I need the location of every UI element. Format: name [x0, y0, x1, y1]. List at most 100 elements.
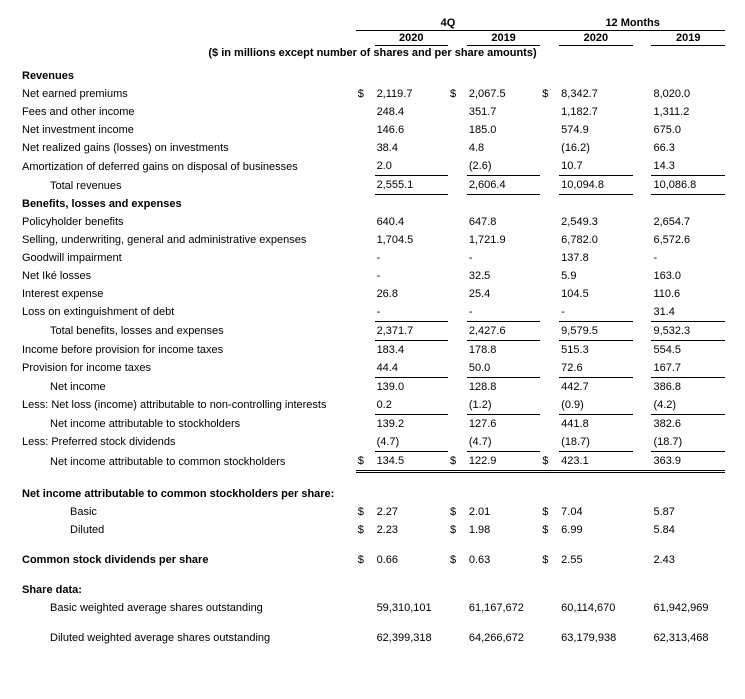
year-header-row: 2020 2019 2020 2019 [20, 31, 725, 46]
revenues-header: Revenues [20, 60, 356, 85]
val: - [559, 303, 632, 322]
label: Common stock dividends per share [20, 551, 356, 569]
header-12m: 12 Months [540, 16, 725, 31]
row-pref: Less: Preferred stock dividends (4.7) (4… [20, 433, 725, 452]
val: 1.98 [467, 521, 540, 539]
val: 574.9 [559, 121, 632, 139]
header-4q: 4Q [356, 16, 541, 31]
share-data-header-row: Share data: [20, 581, 725, 599]
val: 2.23 [375, 521, 448, 539]
row-ibt: Income before provision for income taxes… [20, 340, 725, 359]
label: Basic [20, 503, 356, 521]
val: 167.7 [651, 359, 725, 378]
val: 134.5 [375, 451, 448, 471]
val: 1,182.7 [559, 103, 632, 121]
label: Amortization of deferred gains on dispos… [20, 157, 356, 176]
val: 2,427.6 [467, 321, 540, 340]
val: 2,654.7 [651, 213, 725, 231]
col-2019-y: 2019 [651, 31, 725, 46]
label: Basic weighted average shares outstandin… [20, 599, 356, 617]
sym: $ [448, 85, 467, 103]
val: 363.9 [651, 451, 725, 471]
units-note-row: ($ in millions except number of shares a… [20, 46, 725, 61]
val: 139.2 [375, 414, 448, 433]
sym: $ [356, 551, 375, 569]
val: 6.99 [559, 521, 632, 539]
val: 32.5 [467, 267, 540, 285]
val: - [651, 249, 725, 267]
label: Diluted [20, 521, 356, 539]
row-total-revenues: Total revenues 2,555.1 2,606.4 10,094.8 … [20, 176, 725, 195]
val: 104.5 [559, 285, 632, 303]
row-total-ble: Total benefits, losses and expenses 2,37… [20, 321, 725, 340]
val: 8,342.7 [559, 85, 632, 103]
row-basic-eps: Basic $2.27 $2.01 $7.04 5.87 [20, 503, 725, 521]
units-note: ($ in millions except number of shares a… [20, 46, 725, 61]
val: 9,532.3 [651, 321, 725, 340]
label: Loss on extinguishment of debt [20, 303, 356, 322]
val: 62,313,468 [651, 629, 725, 647]
val: 423.1 [559, 451, 632, 471]
val: 61,167,672 [467, 599, 540, 617]
row-ike: Net Iké losses - 32.5 5.9 163.0 [20, 267, 725, 285]
sym [633, 551, 652, 569]
val: 2,555.1 [375, 176, 448, 195]
val: (4.7) [467, 433, 540, 452]
val: 554.5 [651, 340, 725, 359]
val: 178.8 [467, 340, 540, 359]
val: 128.8 [467, 377, 540, 396]
label: Less: Preferred stock dividends [20, 433, 356, 452]
val: - [467, 249, 540, 267]
row-dwaso: Diluted weighted average shares outstand… [20, 629, 725, 647]
val: 61,942,969 [651, 599, 725, 617]
eps-header: Net income attributable to common stockh… [20, 485, 356, 503]
val: 1,311.2 [651, 103, 725, 121]
label: Less: Net loss (income) attributable to … [20, 396, 356, 415]
val: 0.63 [467, 551, 540, 569]
val: (4.7) [375, 433, 448, 452]
val: - [375, 303, 448, 322]
val: 185.0 [467, 121, 540, 139]
val: 2,549.3 [559, 213, 632, 231]
val: 675.0 [651, 121, 725, 139]
row-bwaso: Basic weighted average shares outstandin… [20, 599, 725, 617]
row-interest: Interest expense 26.8 25.4 104.5 110.6 [20, 285, 725, 303]
row-net-earned-premiums: Net earned premiums $2,119.7 $2,067.5 $8… [20, 85, 725, 103]
val: 647.8 [467, 213, 540, 231]
label: Net realized gains (losses) on investmen… [20, 139, 356, 157]
share-data-header: Share data: [20, 581, 356, 599]
val: 9,579.5 [559, 321, 632, 340]
row-nias: Net income attributable to stockholders … [20, 414, 725, 433]
val: 10,094.8 [559, 176, 632, 195]
row-ext-debt: Loss on extinguishment of debt - - - 31.… [20, 303, 725, 322]
val: - [375, 267, 448, 285]
sym [633, 503, 652, 521]
label: Diluted weighted average shares outstand… [20, 629, 356, 647]
sym: $ [448, 451, 467, 471]
val: 10,086.8 [651, 176, 725, 195]
row-amort: Amortization of deferred gains on dispos… [20, 157, 725, 176]
sym: $ [356, 85, 375, 103]
sym [633, 85, 652, 103]
sym: $ [540, 503, 559, 521]
sym: $ [448, 503, 467, 521]
val: 5.87 [651, 503, 725, 521]
val: 2.55 [559, 551, 632, 569]
label: Net Iké losses [20, 267, 356, 285]
sym [633, 451, 652, 471]
val: 2.43 [651, 551, 725, 569]
label: Interest expense [20, 285, 356, 303]
val: 137.8 [559, 249, 632, 267]
val: 2.01 [467, 503, 540, 521]
sym: $ [540, 451, 559, 471]
val: 2.27 [375, 503, 448, 521]
val: 38.4 [375, 139, 448, 157]
val: 248.4 [375, 103, 448, 121]
revenues-header-row: Revenues [20, 60, 725, 85]
val: 7.04 [559, 503, 632, 521]
val: 351.7 [467, 103, 540, 121]
val: 5.84 [651, 521, 725, 539]
val: 110.6 [651, 285, 725, 303]
val: 4.8 [467, 139, 540, 157]
val: (4.2) [651, 396, 725, 415]
